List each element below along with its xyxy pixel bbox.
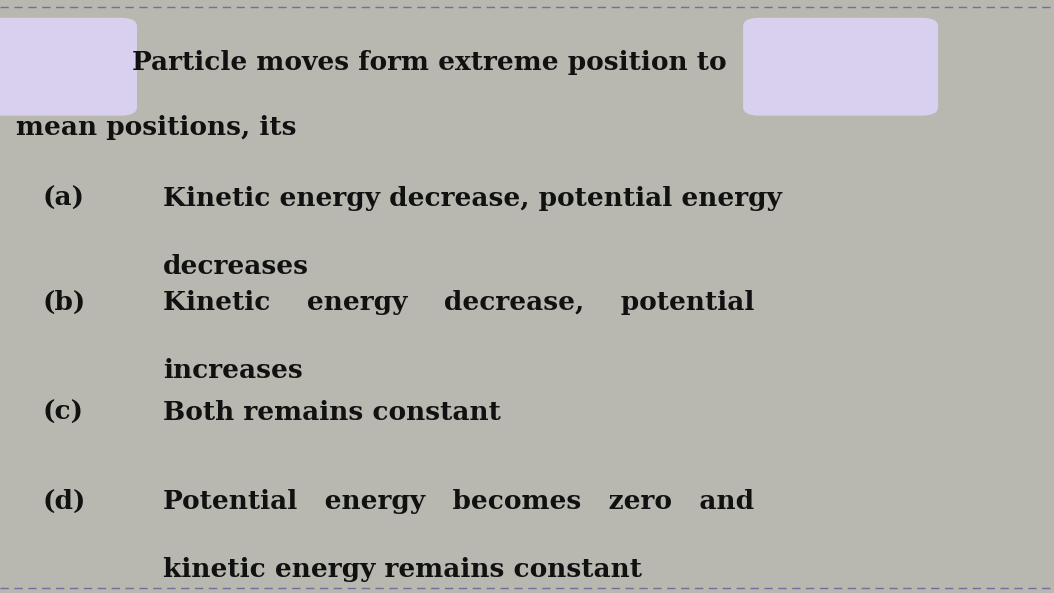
- Text: (b): (b): [42, 290, 85, 315]
- FancyBboxPatch shape: [0, 18, 137, 116]
- Text: mean positions, its: mean positions, its: [16, 115, 296, 140]
- Text: Kinetic energy decrease, potential energy: Kinetic energy decrease, potential energ…: [163, 186, 782, 211]
- Text: kinetic energy remains constant: kinetic energy remains constant: [163, 557, 642, 582]
- FancyBboxPatch shape: [743, 18, 938, 116]
- Text: decreases: decreases: [163, 254, 310, 279]
- Text: increases: increases: [163, 358, 304, 383]
- Text: Particle moves form extreme position to: Particle moves form extreme position to: [132, 50, 726, 75]
- Text: (d): (d): [42, 489, 85, 514]
- Text: Both remains constant: Both remains constant: [163, 400, 502, 425]
- Text: Kinetic    energy    decrease,    potential: Kinetic energy decrease, potential: [163, 290, 755, 315]
- Text: (a): (a): [42, 186, 84, 211]
- Text: (c): (c): [42, 400, 83, 425]
- Text: Potential   energy   becomes   zero   and: Potential energy becomes zero and: [163, 489, 755, 514]
